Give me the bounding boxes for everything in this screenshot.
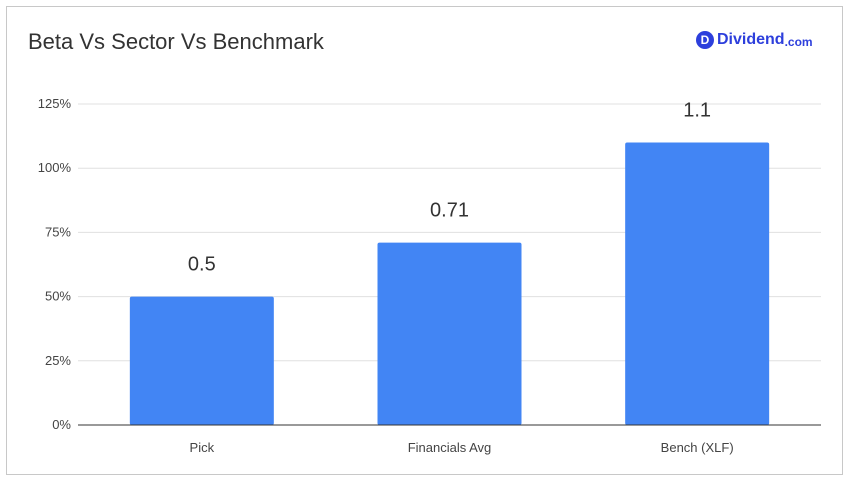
y-tick-label: 100% — [38, 160, 72, 175]
y-tick-label: 50% — [45, 289, 71, 304]
chart-title: Beta Vs Sector Vs Benchmark — [28, 29, 324, 54]
bar[interactable] — [129, 296, 274, 425]
y-tick-label: 125% — [38, 96, 72, 111]
y-tick-label: 75% — [45, 224, 71, 239]
category-label: Pick — [190, 440, 215, 455]
bar[interactable] — [377, 242, 522, 425]
category-label: Financials Avg — [408, 440, 492, 455]
data-label: 0.5 — [188, 254, 216, 276]
bars — [129, 142, 770, 425]
data-label: 1.1 — [683, 100, 711, 122]
data-labels: 0.5 0.71 1.1 — [188, 100, 711, 276]
data-label: 0.71 — [430, 200, 469, 222]
y-tick-label: 25% — [45, 353, 71, 368]
dividend-logo-icon: D — [696, 31, 714, 49]
category-label: Bench (XLF) — [661, 440, 734, 455]
brand-name: Dividend — [717, 31, 785, 48]
y-tick-label: 0% — [52, 417, 71, 432]
x-axis-categories: Pick Financials Avg Bench (XLF) — [190, 440, 734, 455]
brand-suffix: .com — [784, 34, 813, 49]
y-axis-ticks: 0% 25% 50% 75% 100% 125% — [38, 96, 72, 432]
brand-logo-link[interactable]: D Dividend .com — [696, 30, 813, 50]
bar[interactable] — [625, 142, 770, 425]
